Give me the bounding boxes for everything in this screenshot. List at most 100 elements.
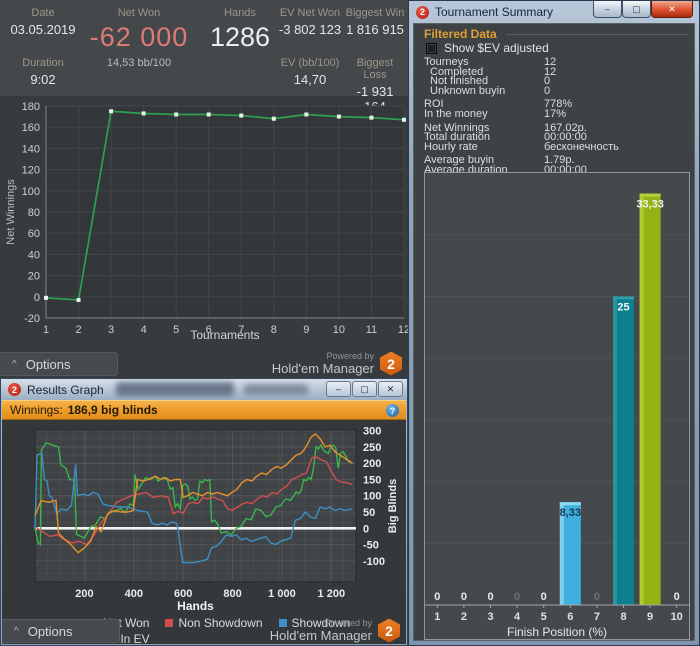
svg-text:8: 8: [620, 611, 626, 623]
svg-text:0: 0: [594, 591, 600, 603]
summary-rows: Tourneys 12 Completed 12 Not finished 0 Unknow…: [424, 56, 686, 176]
session-bottom-bar: ^ Options Powered by Hold'em Manager 2: [0, 345, 408, 378]
redacted-text-blur: [244, 384, 308, 395]
close-button[interactable]: ✕: [378, 381, 403, 397]
svg-text:250: 250: [363, 442, 381, 454]
holdem-manager-text: Hold'em Manager: [271, 361, 374, 376]
svg-text:0: 0: [541, 591, 547, 603]
ev-net-won-label: EV Net Won: [279, 7, 341, 19]
tournament-summary-titlebar: 2 Tournament Summary: [409, 1, 699, 23]
svg-text:1: 1: [434, 611, 440, 623]
ev-bb100-label: EV (bb/100): [280, 57, 340, 69]
svg-text:2: 2: [461, 611, 467, 623]
svg-text:200: 200: [75, 588, 93, 600]
svg-text:0: 0: [487, 591, 493, 603]
legend-item: Non Showdown: [165, 616, 263, 630]
show-sev-adjusted-checkbox[interactable]: [426, 42, 437, 54]
session-window: Date 03.05.2019 Net Won -62 000 14,53 bb…: [0, 0, 410, 378]
svg-text:11: 11: [366, 324, 377, 336]
svg-text:5: 5: [541, 611, 547, 623]
close-button[interactable]: ✕: [651, 1, 693, 18]
svg-text:Net Winnings: Net Winnings: [5, 179, 17, 245]
help-icon[interactable]: ?: [386, 404, 399, 417]
svg-text:0: 0: [34, 292, 40, 304]
options-button[interactable]: ^ Options: [2, 619, 120, 643]
summary-row: ROI 778%: [424, 98, 573, 111]
biggest-loss-label: Biggest Loss: [356, 57, 394, 81]
hm2-app-icon: 2: [8, 383, 21, 396]
ev-net-won-value: -3 802 123: [278, 22, 342, 37]
chevron-up-icon: ^: [12, 358, 17, 370]
hem-branding: Powered by Hold'em Manager 2: [270, 618, 400, 643]
svg-text:8: 8: [271, 324, 277, 336]
svg-text:1: 1: [43, 324, 49, 336]
svg-text:3: 3: [108, 324, 114, 336]
svg-text:3: 3: [487, 611, 493, 623]
svg-text:80: 80: [28, 207, 40, 219]
summary-row: Average duration 00:00:00: [424, 163, 587, 176]
maximize-button[interactable]: ▢: [622, 1, 651, 18]
svg-text:0: 0: [363, 523, 369, 535]
svg-text:1 000: 1 000: [268, 588, 296, 600]
results-graph-title: Results Graph: [27, 382, 104, 397]
date-value: 03.05.2019: [10, 22, 76, 37]
svg-text:4: 4: [141, 324, 147, 336]
svg-text:Finish Position (%): Finish Position (%): [507, 625, 607, 639]
svg-text:0: 0: [674, 591, 680, 603]
svg-text:7: 7: [594, 611, 600, 623]
net-won-bb100: 14,53 bb/100: [106, 57, 172, 69]
svg-text:4: 4: [514, 611, 521, 623]
groupbox-line: [506, 34, 688, 35]
svg-text:200: 200: [363, 458, 381, 470]
svg-text:5: 5: [173, 324, 179, 336]
redacted-text-blur: [116, 382, 234, 396]
summary-row: Unknown buyin 0: [430, 84, 551, 97]
finish-position-chart: 8,33 25 33,33 0 1 0 2 0 3 0 4 0 5 6 0 7 8 9 0 10 Finish Posi…: [424, 172, 690, 640]
chevron-up-icon: ^: [14, 625, 19, 637]
summary-row: Hourly rate бесконечность: [424, 140, 619, 153]
powered-by-text: Powered by: [326, 351, 374, 361]
maximize-button[interactable]: ▢: [352, 381, 377, 397]
summary-row: Completed 12: [430, 65, 557, 78]
powered-by-text: Powered by: [324, 618, 372, 628]
summary-row: In the money 17%: [424, 107, 567, 120]
net-winnings-chart: -20 0 20 40 60 80 100 120 140 160 180 1 2 3 4 5 6 7 8 9 10 11…: [0, 96, 410, 345]
session-stats-panel: Date 03.05.2019 Net Won -62 000 14,53 bb…: [0, 0, 408, 114]
svg-text:100: 100: [22, 186, 40, 198]
summary-row: Not finished 0: [430, 75, 551, 88]
svg-text:100: 100: [363, 491, 381, 503]
hands-value: 1286: [209, 22, 271, 52]
legend-item: Showdown: [278, 616, 350, 630]
results-graph-window: 2 Results Graph – ▢ ✕ Winnings: 186,9 bi…: [0, 378, 408, 646]
svg-text:0: 0: [461, 591, 467, 603]
summary-row: Net Winnings 167.02р.: [424, 121, 587, 134]
date-label: Date: [31, 7, 55, 19]
hem2-logo-icon: 2: [380, 351, 402, 376]
svg-text:20: 20: [28, 271, 40, 283]
svg-text:25: 25: [617, 301, 629, 313]
summary-row: Tourneys 12: [424, 56, 557, 68]
svg-text:160: 160: [22, 122, 40, 134]
svg-text:-100: -100: [363, 556, 385, 568]
minimize-button[interactable]: –: [326, 381, 351, 397]
holdem-manager-text: Hold'em Manager: [269, 628, 372, 643]
tournament-summary-window: 2 Tournament Summary – ▢ ✕ Filtered Data…: [408, 0, 700, 646]
duration-label: Duration: [22, 57, 64, 69]
hem2-logo-icon: 2: [378, 618, 400, 643]
duration-value: 9:02: [30, 72, 56, 87]
biggest-win-value: 1 816 915: [346, 22, 404, 37]
results-graph-titlebar: 2 Results Graph – ▢ ✕: [1, 379, 407, 400]
summary-row: Average buyin 1.79р.: [424, 154, 575, 167]
svg-text:-50: -50: [363, 540, 379, 552]
results-graph-body: 300 250 200 150 100 50 0 -50 -100 200 400 600 800 1 0…: [2, 420, 406, 646]
svg-text:180: 180: [22, 101, 40, 113]
options-button[interactable]: ^ Options: [0, 352, 118, 376]
svg-text:9: 9: [647, 611, 653, 623]
svg-text:Big Blinds: Big Blinds: [387, 479, 399, 533]
results-legend: Net Won Non Showdown Showdown All-In EV: [90, 616, 358, 646]
show-sev-adjusted-label: Show $EV adjusted: [444, 41, 549, 55]
minimize-button[interactable]: –: [593, 1, 622, 18]
svg-text:6: 6: [206, 324, 212, 336]
summary-row: Total duration 00:00:00: [424, 131, 587, 144]
